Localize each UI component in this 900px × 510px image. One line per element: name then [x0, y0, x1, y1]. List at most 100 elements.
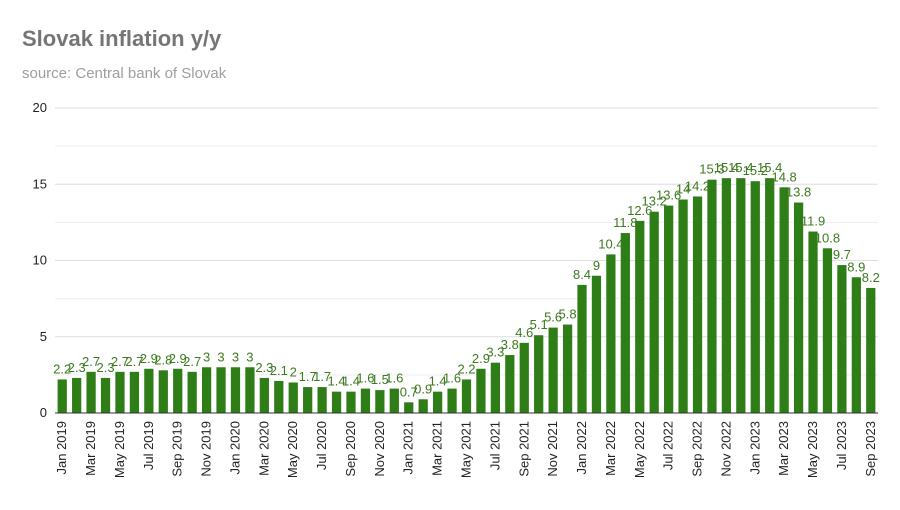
- data-label: 10.4: [598, 236, 623, 251]
- data-label: 8.2: [862, 270, 880, 285]
- x-tick-label: May 2019: [112, 421, 127, 478]
- data-label: 11.9: [801, 214, 825, 229]
- x-tick-label: Jul 2020: [314, 421, 329, 470]
- data-label: 2: [290, 365, 297, 380]
- data-label: 9.7: [833, 247, 851, 262]
- bar: [360, 388, 371, 413]
- bar: [779, 187, 789, 413]
- x-tick-label: May 2020: [285, 421, 300, 478]
- data-label: 1.5: [371, 372, 389, 387]
- data-label: 14.2: [685, 178, 710, 193]
- bar: [562, 324, 573, 413]
- bar: [216, 367, 226, 413]
- bar: [274, 380, 284, 413]
- x-tick-label: May 2021: [459, 421, 474, 478]
- bar: [245, 367, 255, 413]
- bar: [173, 368, 183, 413]
- data-label: 13.8: [786, 185, 811, 200]
- data-label: 3: [232, 349, 239, 364]
- data-label: 13.2: [642, 194, 667, 209]
- data-label: 15.4: [728, 160, 753, 175]
- data-label: 3: [246, 349, 253, 364]
- x-tick-label: Nov 2021: [545, 421, 560, 477]
- bar: [678, 199, 688, 413]
- bar: [577, 284, 587, 413]
- x-tick-label: Jul 2021: [487, 421, 502, 470]
- data-label: 2.3: [68, 360, 86, 375]
- bar: [721, 178, 732, 413]
- x-tick-label: Sep 2023: [863, 421, 878, 477]
- x-tick-label: Jul 2023: [834, 421, 849, 470]
- x-tick-label: Jan 2019: [54, 421, 69, 475]
- y-tick-label: 20: [33, 100, 47, 115]
- x-tick-label: Sep 2020: [343, 421, 358, 477]
- data-label: 2.1: [270, 363, 288, 378]
- data-label: 1.6: [385, 371, 403, 386]
- data-label: 5.8: [559, 307, 577, 322]
- bar: [187, 371, 197, 413]
- bar: [404, 402, 414, 413]
- x-tick-label: Mar 2020: [256, 421, 271, 476]
- bar: [288, 382, 298, 413]
- x-tick-label: Jan 2022: [574, 421, 589, 475]
- data-label: 2.7: [82, 354, 100, 369]
- bar: [707, 179, 717, 413]
- x-tick-label: May 2023: [805, 421, 820, 478]
- data-label: 1.6: [356, 371, 374, 386]
- y-tick-label: 10: [33, 253, 47, 268]
- y-tick-label: 0: [40, 405, 47, 420]
- data-label: 2.3: [255, 360, 273, 375]
- x-tick-label: Mar 2022: [603, 421, 618, 476]
- bar: [476, 368, 486, 413]
- bar: [793, 202, 804, 413]
- bar: [375, 390, 385, 413]
- bar: [86, 371, 96, 413]
- data-label: 10.8: [815, 230, 840, 245]
- data-label: 2.8: [154, 352, 172, 367]
- data-label: 11.8: [613, 215, 637, 230]
- data-label: 8.9: [847, 259, 865, 274]
- x-tick-label: Nov 2022: [718, 421, 733, 477]
- data-label: 4.6: [515, 325, 533, 340]
- bar: [548, 327, 558, 413]
- data-label: 0.7: [400, 384, 418, 399]
- bar: [433, 391, 443, 413]
- bar: [591, 275, 602, 413]
- bar: [201, 367, 212, 413]
- y-tick-label: 5: [40, 329, 47, 344]
- data-label: 2.7: [111, 354, 129, 369]
- data-label: 1.4: [342, 374, 360, 389]
- data-label: 5.6: [544, 310, 562, 325]
- bar: [158, 370, 168, 413]
- x-tick-label: Jan 2021: [401, 421, 416, 475]
- data-label: 3.3: [486, 345, 504, 360]
- data-label: 1.6: [443, 371, 461, 386]
- x-tick-label: Mar 2019: [83, 421, 98, 476]
- x-tick-label: Sep 2022: [690, 421, 705, 477]
- data-label: 2.9: [472, 351, 490, 366]
- bar: [303, 387, 313, 413]
- bar: [519, 342, 529, 413]
- bar: [230, 367, 241, 413]
- data-label: 0.9: [414, 381, 432, 396]
- bar: [72, 377, 82, 413]
- data-label: 1.7: [299, 369, 317, 384]
- data-label: 2.2: [457, 361, 475, 376]
- bar: [750, 181, 760, 413]
- bar: [317, 387, 327, 413]
- data-label: 3: [203, 349, 210, 364]
- bar: [57, 379, 67, 413]
- data-label: 2.9: [169, 351, 187, 366]
- bar: [534, 335, 544, 413]
- chart-subtitle: source: Central bank of Slovak: [22, 65, 227, 82]
- bar: [100, 377, 111, 413]
- data-label: 12.6: [627, 203, 652, 218]
- data-label: 2.3: [96, 360, 114, 375]
- data-label: 8.4: [573, 267, 591, 282]
- bar: [129, 371, 140, 413]
- x-tick-label: Jul 2022: [661, 421, 676, 470]
- x-tick-label: Nov 2019: [199, 421, 214, 477]
- x-tick-label: Sep 2019: [170, 421, 185, 477]
- bar: [490, 362, 500, 413]
